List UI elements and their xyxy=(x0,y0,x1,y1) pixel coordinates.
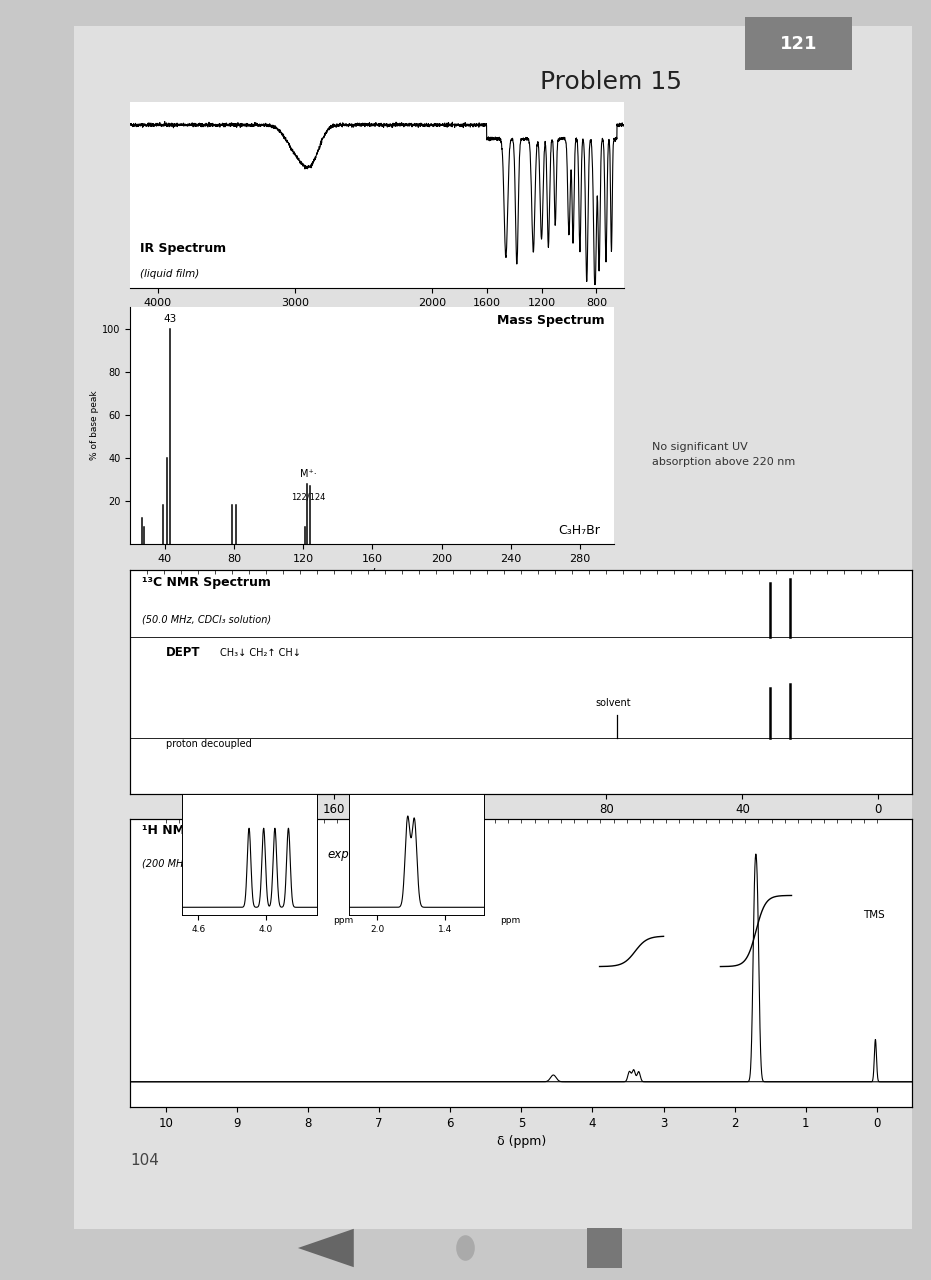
Text: ¹³C NMR Spectrum: ¹³C NMR Spectrum xyxy=(142,576,271,589)
Text: 43: 43 xyxy=(164,315,177,324)
Text: Mass Spectrum: Mass Spectrum xyxy=(497,315,605,328)
Text: Problem 15: Problem 15 xyxy=(540,70,682,95)
Text: ppm: ppm xyxy=(500,916,520,925)
Text: 104: 104 xyxy=(130,1153,159,1167)
Text: proton decoupled: proton decoupled xyxy=(166,740,251,749)
Text: 121: 121 xyxy=(779,35,817,52)
Text: M⁺·: M⁺· xyxy=(300,470,317,480)
Text: DEPT: DEPT xyxy=(166,646,200,659)
Text: (liquid film): (liquid film) xyxy=(141,269,199,279)
Text: CH₃↓ CH₂↑ CH↓: CH₃↓ CH₂↑ CH↓ xyxy=(221,648,301,658)
Text: expansions: expansions xyxy=(328,849,395,861)
X-axis label: δ (ppm): δ (ppm) xyxy=(497,822,546,835)
Text: (200 MHz, CDCl₃ solution): (200 MHz, CDCl₃ solution) xyxy=(142,858,268,868)
X-axis label: δ (ppm): δ (ppm) xyxy=(497,1135,546,1148)
Text: TMS: TMS xyxy=(863,910,885,920)
Y-axis label: % of base peak: % of base peak xyxy=(90,390,100,461)
Text: (50.0 MHz, CDCl₃ solution): (50.0 MHz, CDCl₃ solution) xyxy=(142,614,271,625)
Text: ppm: ppm xyxy=(332,916,353,925)
Text: ¹H NMR Spectrum: ¹H NMR Spectrum xyxy=(142,823,266,837)
Text: C₃H₇Br: C₃H₇Br xyxy=(558,524,600,536)
Text: solvent: solvent xyxy=(596,699,631,709)
Text: 122/124: 122/124 xyxy=(291,493,326,502)
X-axis label: m/e: m/e xyxy=(360,567,385,580)
Text: IR Spectrum: IR Spectrum xyxy=(141,242,226,255)
FancyBboxPatch shape xyxy=(736,13,860,74)
X-axis label: V (cm⁻¹): V (cm⁻¹) xyxy=(351,311,403,324)
Text: No significant UV
absorption above 220 nm: No significant UV absorption above 220 n… xyxy=(652,442,795,467)
